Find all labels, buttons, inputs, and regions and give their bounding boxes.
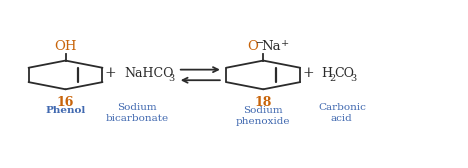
Text: Sodium
bicarbonate: Sodium bicarbonate [106,103,169,123]
Text: NaHCO: NaHCO [124,67,174,80]
Text: Carbonic
acid: Carbonic acid [318,103,366,123]
Text: 18: 18 [255,96,272,109]
Text: CO: CO [334,67,354,80]
Text: OH: OH [54,40,77,53]
Text: +: + [302,66,314,80]
Text: Phenol: Phenol [45,106,86,115]
Text: O: O [248,40,258,53]
Text: +: + [281,39,289,48]
Text: 3: 3 [350,74,356,83]
Text: 3: 3 [168,74,174,83]
Text: H: H [322,67,333,80]
Text: Sodium
phenoxide: Sodium phenoxide [236,106,291,126]
Text: 16: 16 [57,96,74,109]
Text: +: + [105,66,116,80]
Text: Na: Na [261,40,281,53]
Text: 2: 2 [329,74,336,83]
Text: −: − [256,39,263,48]
